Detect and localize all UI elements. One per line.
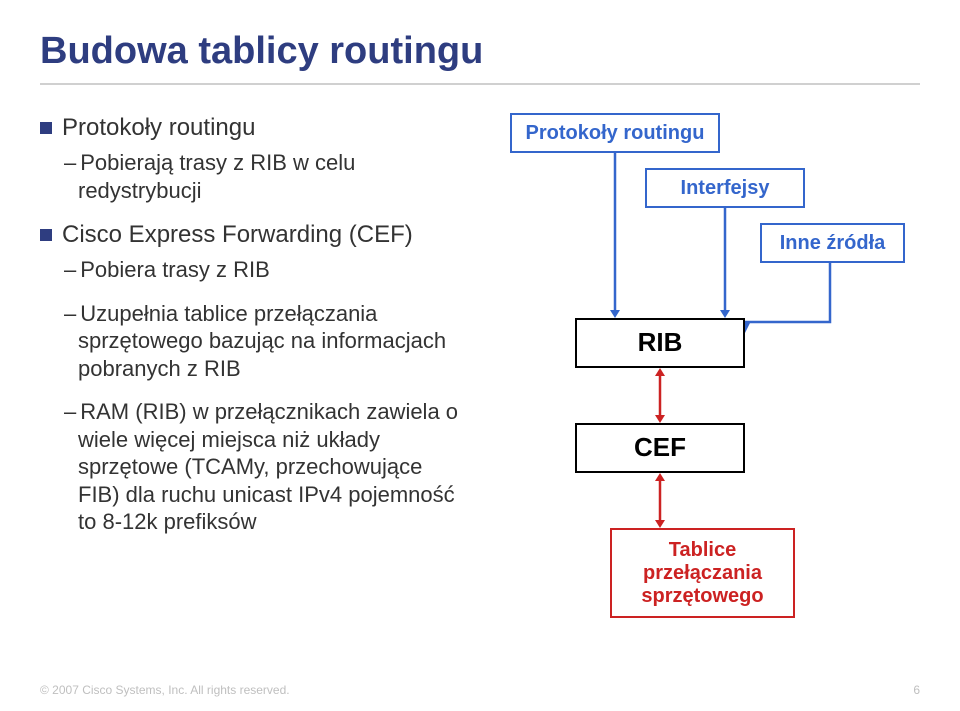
slide-title: Budowa tablicy routingu (40, 30, 920, 73)
diagram-arrow (654, 368, 666, 423)
bullet-2: Cisco Express Forwarding (CEF) (40, 220, 470, 250)
diagram-node-cef: CEF (575, 423, 745, 473)
content-row: Protokoły routingu Pobierają trasy z RIB… (40, 113, 920, 633)
footer-copyright: © 2007 Cisco Systems, Inc. All rights re… (40, 683, 290, 697)
diagram-node-tablice: Tablice przełączania sprzętowego (610, 528, 795, 618)
diagram-node-protokoly: Protokoły routingu (510, 113, 720, 153)
diagram-node-rib: RIB (575, 318, 745, 368)
title-rule (40, 83, 920, 85)
bullet-1-head: Protokoły routingu (62, 113, 255, 143)
bullet-1: Protokoły routingu (40, 113, 470, 143)
diagram-node-inne: Inne źródła (760, 223, 905, 263)
slide: Budowa tablicy routingu Protokoły routin… (0, 0, 960, 711)
diagram-arrow (654, 473, 666, 528)
diagram-node-interfejsy: Interfejsy (645, 168, 805, 208)
footer: © 2007 Cisco Systems, Inc. All rights re… (40, 683, 920, 697)
bullet-square-icon (40, 122, 52, 134)
bullet-1-sub1: Pobierają trasy z RIB w celu redystrybuc… (78, 149, 470, 204)
bullet-2-sub2: Uzupełnia tablice przełączania sprzętowe… (78, 300, 470, 383)
bullet-column: Protokoły routingu Pobierają trasy z RIB… (40, 113, 480, 633)
bullet-2-head: Cisco Express Forwarding (CEF) (62, 220, 413, 250)
bullet-square-icon (40, 229, 52, 241)
footer-page: 6 (913, 683, 920, 697)
bullet-2-sub3: RAM (RIB) w przełącznikach zawiela o wie… (78, 398, 470, 536)
diagram: Protokoły routingu Interfejsy Inne źródła R… (480, 113, 920, 633)
bullet-2-sub1: Pobiera trasy z RIB (78, 256, 470, 284)
